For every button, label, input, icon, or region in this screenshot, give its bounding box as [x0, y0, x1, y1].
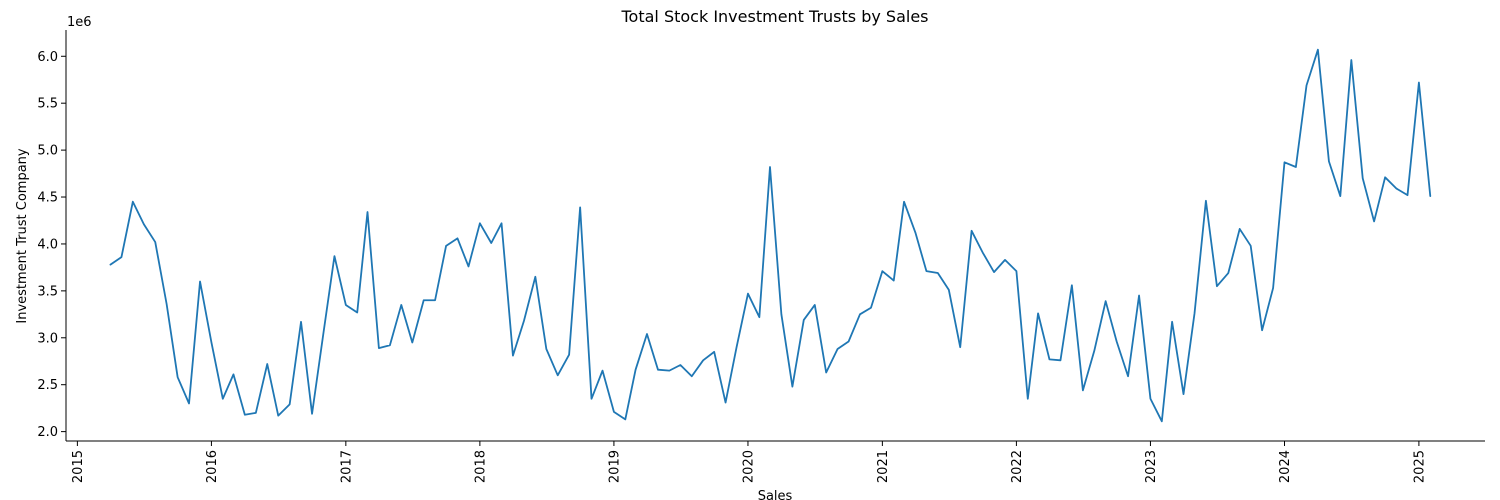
x-tick-label: 2018	[473, 450, 488, 483]
y-tick-label: 2.0	[37, 425, 58, 440]
x-tick-label: 2024	[1278, 450, 1293, 483]
axis-ticks: 2.0 2.5 3.0 3.5 4.0 4.5 5.0 5.5 6.0 2015 2016 2017 2…	[37, 50, 1427, 483]
x-tick-label: 2025	[1412, 450, 1427, 483]
x-tick-label: 2015	[71, 450, 86, 483]
y-tick-label: 3.5	[37, 284, 58, 299]
x-tick-label: 2022	[1010, 450, 1025, 483]
y-axis-offset-text: 1e6	[67, 15, 92, 30]
y-tick-label: 6.0	[37, 50, 58, 65]
y-tick-label: 5.0	[37, 144, 58, 159]
y-tick-label: 2.5	[37, 378, 58, 393]
y-tick-label: 5.5	[37, 97, 58, 112]
x-tick-label: 2020	[741, 450, 756, 483]
y-tick-label: 4.5	[37, 191, 58, 206]
y-tick-label: 3.0	[37, 331, 58, 346]
x-tick-label: 2023	[1144, 450, 1159, 483]
x-tick-label: 2021	[876, 450, 891, 483]
y-axis-label: Investment Trust Company	[15, 148, 30, 324]
x-tick-label: 2016	[205, 450, 220, 483]
x-tick-label: 2019	[607, 450, 622, 483]
series-line	[109, 48, 1432, 423]
y-tick-label: 4.0	[37, 237, 58, 252]
chart-title: Total Stock Investment Trusts by Sales	[621, 7, 929, 26]
x-axis-label: Sales	[758, 489, 793, 500]
x-tick-label: 2017	[339, 450, 354, 483]
